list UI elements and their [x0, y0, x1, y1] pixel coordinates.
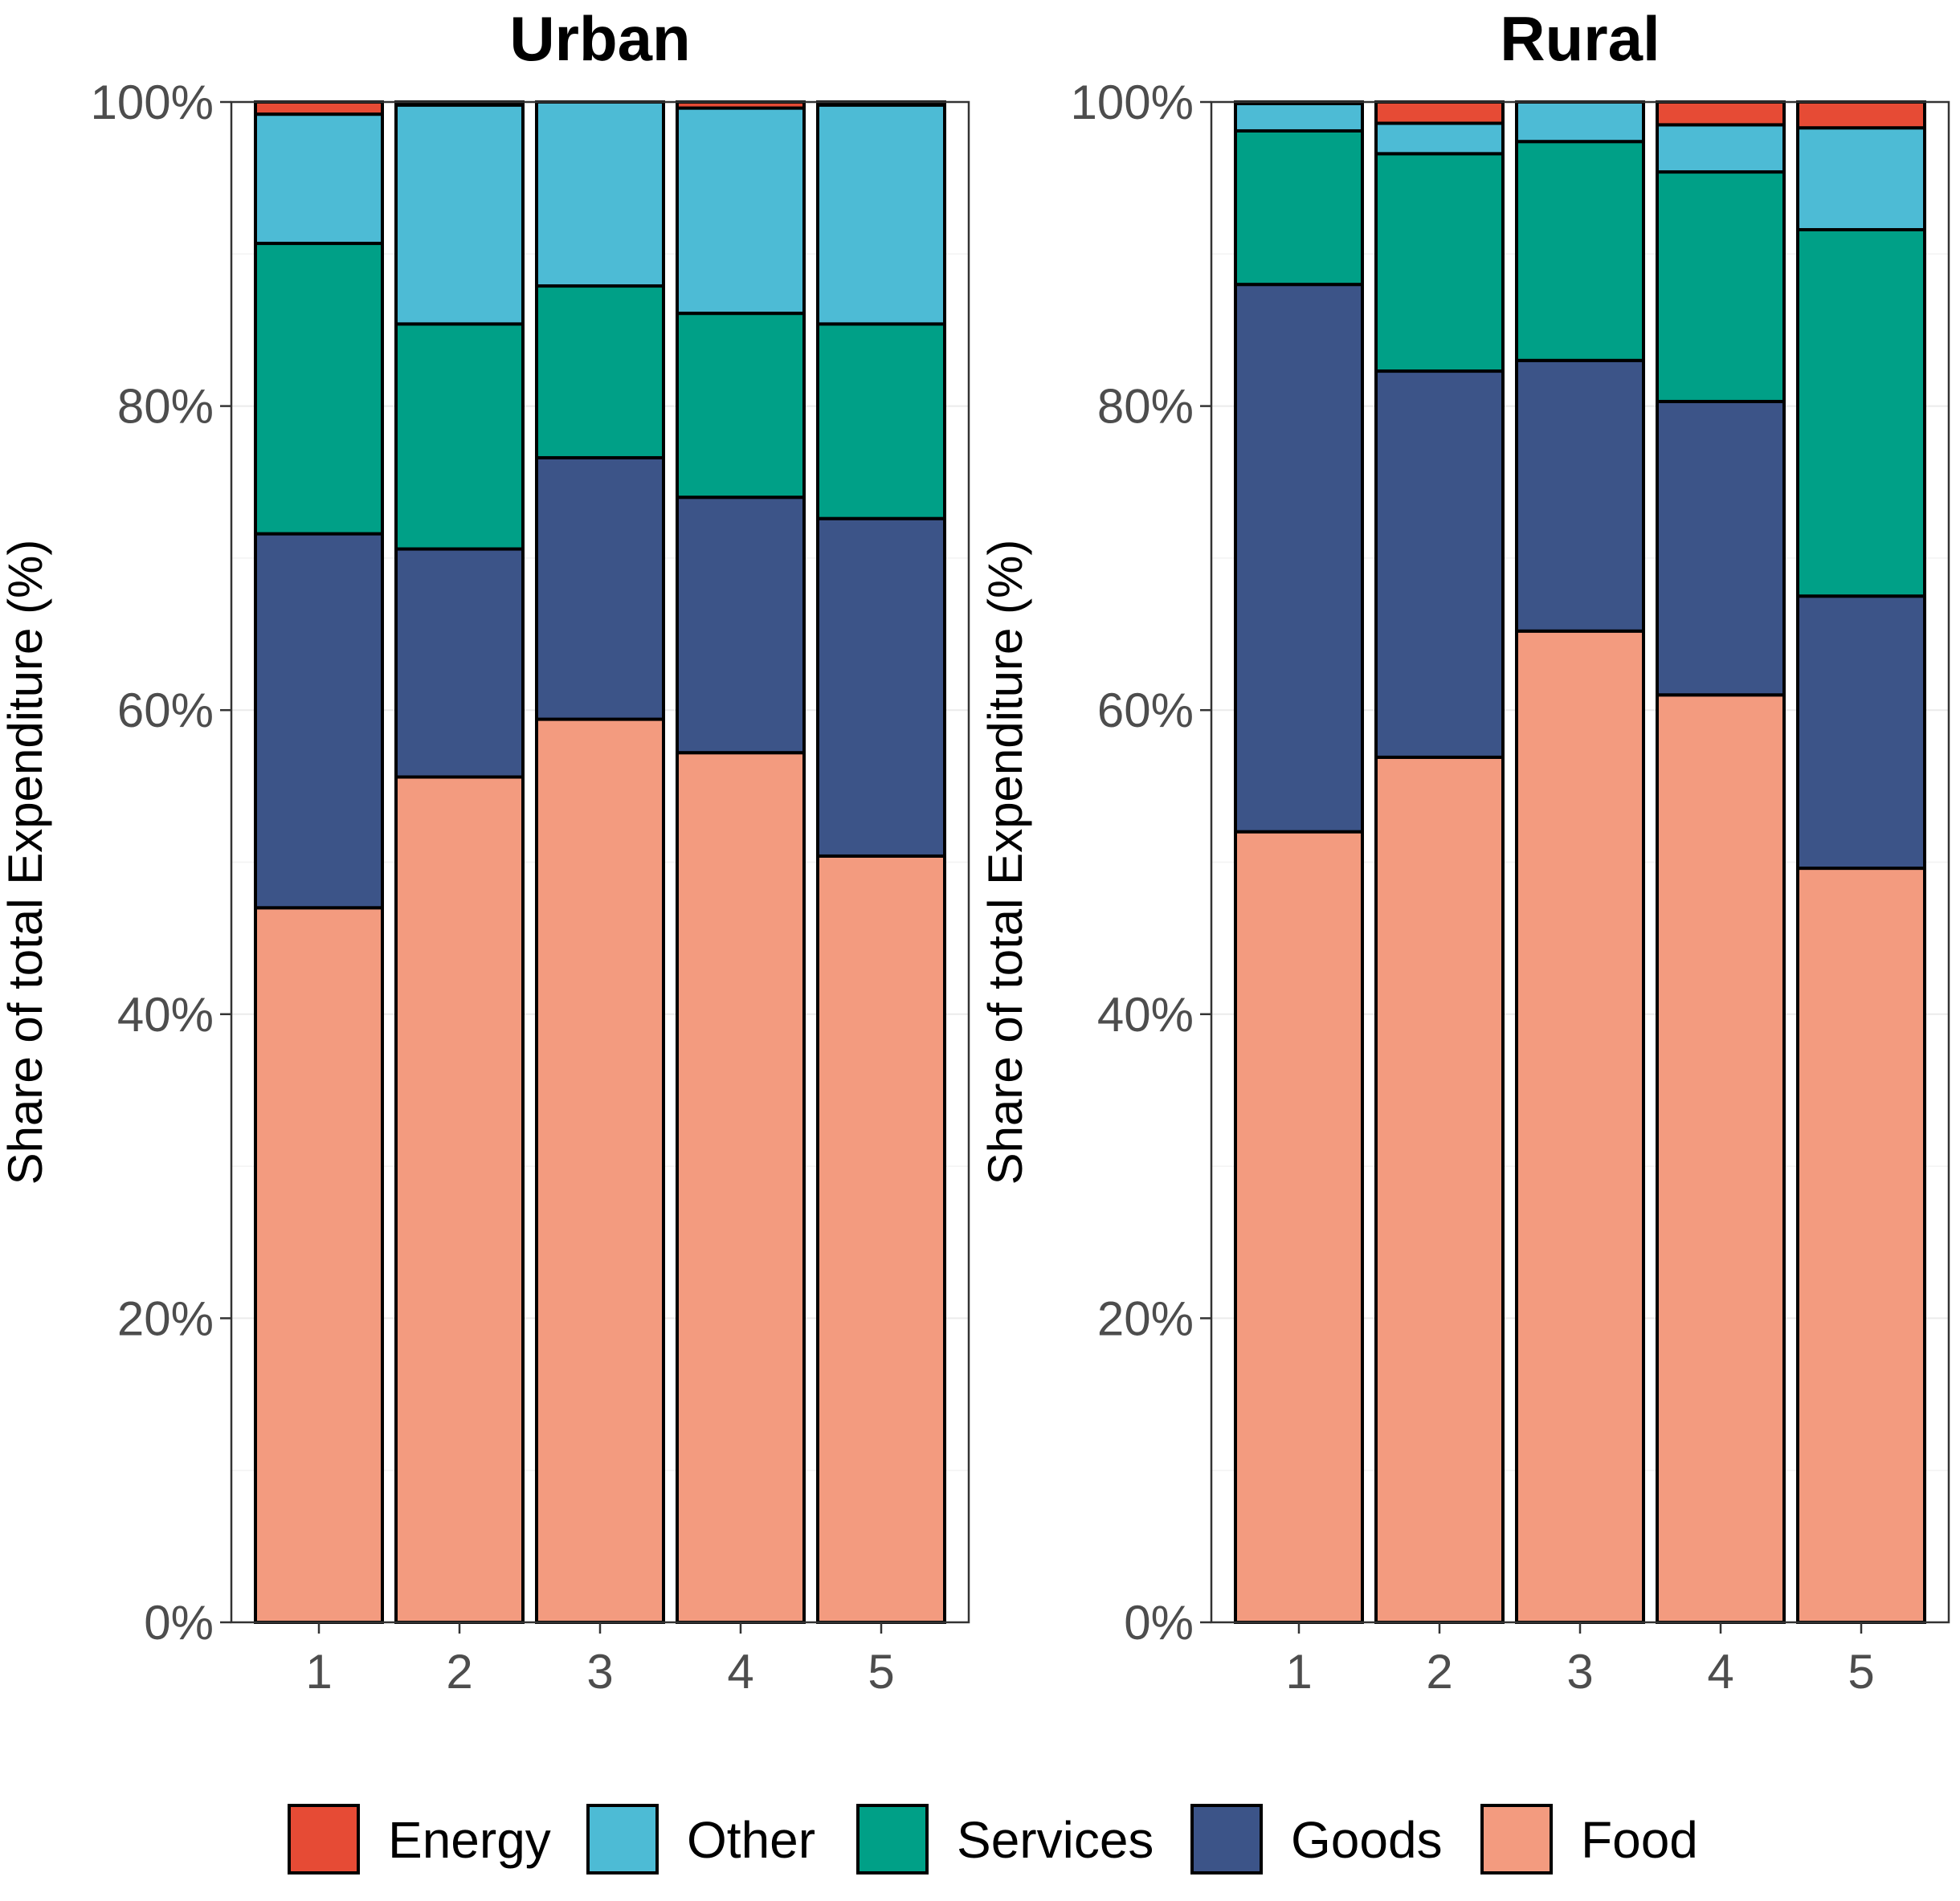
urban-y-tick-label: 80%: [117, 380, 214, 434]
rural-bar-services-3: [1515, 140, 1645, 362]
urban-bar-food-2: [394, 775, 525, 1625]
rural-y-tick-label: 20%: [1097, 1291, 1194, 1345]
rural-bar-energy-5: [1796, 100, 1926, 130]
legend-key-goods: [1190, 1804, 1263, 1874]
legend-label-energy: Energy: [388, 1811, 551, 1869]
urban-bar-services-4: [676, 312, 806, 500]
urban-bar-food-3: [535, 717, 665, 1624]
urban-bar-goods-2: [394, 547, 525, 779]
urban-y-tick-label: 0%: [144, 1596, 214, 1650]
legend-label-services: Services: [957, 1811, 1154, 1869]
rural-bar-other-2: [1374, 121, 1505, 156]
legend-key-energy: [288, 1804, 360, 1874]
urban-panel-title: Urban: [509, 3, 690, 74]
rural-panel: 1 2 3 4 5 0% 20% 40% 60% 80% 100% Rural Share of tot…: [978, 3, 1950, 1699]
urban-bar-services-5: [816, 322, 946, 520]
rural-y-tick-label: 60%: [1097, 683, 1194, 737]
rural-x-tick-label: 2: [1426, 1645, 1452, 1699]
legend-key-other: [586, 1804, 659, 1874]
urban-bar-goods-5: [816, 516, 946, 858]
rural-y-tick-label: 40%: [1097, 988, 1194, 1042]
urban-x-tick-label: 5: [868, 1645, 894, 1699]
urban-y-axis-title: Share of total Expenditure (%): [0, 540, 52, 1185]
rural-bar-food-3: [1515, 629, 1645, 1624]
urban-y-tick-label: 40%: [117, 988, 214, 1042]
rural-bar-services-5: [1796, 228, 1926, 598]
legend-key-services: [856, 1804, 929, 1874]
urban-x-tick-label: 2: [446, 1645, 472, 1699]
legend-key-food: [1480, 1804, 1553, 1874]
urban-bar-other-3: [535, 100, 665, 288]
rural-bar-other-3: [1515, 100, 1645, 144]
urban-x-tick-label: 3: [586, 1645, 613, 1699]
rural-x-tick-label: 1: [1285, 1645, 1312, 1699]
rural-bar-goods-4: [1656, 399, 1786, 697]
legend-label-goods: Goods: [1291, 1811, 1443, 1869]
rural-bar-goods-5: [1796, 594, 1926, 871]
legend-label-other: Other: [687, 1811, 815, 1869]
rural-bar-services-2: [1374, 152, 1505, 373]
urban-bar-goods-3: [535, 455, 665, 721]
urban-bar-services-3: [535, 284, 665, 459]
urban-bar-food-5: [816, 854, 946, 1624]
urban-bar-energy-1: [254, 100, 384, 116]
urban-x-tick-label: 1: [305, 1645, 332, 1699]
rural-bar-goods-1: [1234, 283, 1364, 834]
rural-x-tick-label: 3: [1566, 1645, 1593, 1699]
rural-bar-goods-2: [1374, 369, 1505, 759]
rural-x-tick-label: 5: [1848, 1645, 1874, 1699]
rural-panel-border: [1210, 100, 1950, 1624]
rural-y-axis-title: Share of total Expenditure (%): [978, 540, 1032, 1185]
urban-bar-other-4: [676, 106, 806, 316]
urban-panel: 1 2 3 4 5 0% 20% 40% 60% 80% 100% Urban Share of tot…: [0, 3, 970, 1699]
urban-bar-goods-4: [676, 496, 806, 755]
rural-y-tick-label: 80%: [1097, 380, 1194, 434]
urban-bar-services-1: [254, 242, 384, 536]
rural-bar-food-5: [1796, 867, 1926, 1624]
rural-bar-goods-3: [1515, 358, 1645, 633]
rural-x-tick-label: 4: [1707, 1645, 1733, 1699]
urban-y-tick-label: 60%: [117, 683, 214, 737]
rural-bar-energy-4: [1656, 100, 1786, 127]
urban-bar-other-2: [394, 103, 525, 326]
urban-bar-food-4: [676, 751, 806, 1624]
urban-bar-food-1: [254, 906, 384, 1625]
rural-bar-food-2: [1374, 755, 1505, 1624]
rural-panel-title: Rural: [1500, 3, 1660, 74]
rural-y-tick-label: 0%: [1124, 1596, 1194, 1650]
legend-label-food: Food: [1581, 1811, 1698, 1869]
urban-bar-goods-1: [254, 532, 384, 910]
rural-bar-food-4: [1656, 693, 1786, 1624]
rural-bar-food-1: [1234, 830, 1364, 1624]
urban-x-tick-label: 4: [727, 1645, 753, 1699]
rural-y-tick-label: 100%: [1071, 75, 1194, 129]
urban-y-tick-label: 20%: [117, 1291, 214, 1345]
urban-panel-border: [230, 100, 970, 1624]
urban-bar-services-2: [394, 322, 525, 551]
legend: Energy Other Services Goods Food: [288, 1804, 1698, 1874]
rural-bar-other-1: [1234, 101, 1364, 133]
rural-bar-other-5: [1796, 126, 1926, 232]
rural-bar-energy-2: [1374, 100, 1505, 125]
urban-y-tick-label: 100%: [91, 75, 214, 129]
urban-bar-other-1: [254, 112, 384, 246]
rural-bar-services-1: [1234, 129, 1364, 287]
rural-bar-services-4: [1656, 170, 1786, 403]
urban-bar-other-5: [816, 103, 946, 326]
rural-bar-other-4: [1656, 123, 1786, 174]
